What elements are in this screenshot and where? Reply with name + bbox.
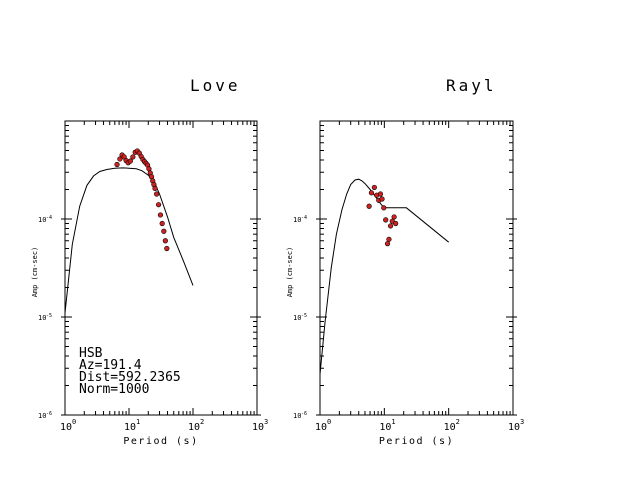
x-tick-label: 10 xyxy=(60,422,72,433)
data-point xyxy=(371,184,377,191)
y-tick-exponent: -5 xyxy=(46,313,52,319)
distance: Dist=592.2365 xyxy=(79,370,181,385)
y-tick-exponent: -6 xyxy=(46,411,52,417)
data-point xyxy=(162,238,168,244)
data-point xyxy=(391,214,397,220)
station-info: HSB Az=191.4 Dist=592.2365 Norm=1000 xyxy=(79,346,181,397)
data-point xyxy=(386,236,392,242)
data-point xyxy=(383,217,389,223)
x-tick-exponent: 0 xyxy=(72,418,76,426)
y-tick-label: 10 xyxy=(38,412,46,420)
data-point xyxy=(379,196,385,202)
data-point xyxy=(114,161,120,168)
x-tick-exponent: 0 xyxy=(327,418,331,426)
data-point xyxy=(393,220,399,227)
y-tick-label: 10 xyxy=(38,314,46,322)
y-axis-label: Amp (cm-sec) xyxy=(286,247,294,298)
model-curve xyxy=(64,167,194,313)
data-point xyxy=(164,245,170,252)
x-axis-label: Period (s) xyxy=(379,436,454,447)
data-point xyxy=(366,203,372,209)
data-point xyxy=(387,223,394,229)
x-tick-exponent: 3 xyxy=(264,418,268,426)
data-point xyxy=(127,158,133,164)
model-curve xyxy=(319,178,450,375)
y-tick-label: 10 xyxy=(38,216,46,224)
x-tick-label: 10 xyxy=(444,422,456,433)
normalization: Norm=1000 xyxy=(79,382,150,397)
love-title: Love xyxy=(190,76,241,95)
x-tick-label: 10 xyxy=(508,422,520,433)
data-point xyxy=(381,205,387,211)
y-tick-exponent: -4 xyxy=(301,215,307,221)
y-tick-label: 10 xyxy=(293,314,301,322)
y-axis-label: Amp (cm-sec) xyxy=(31,247,39,298)
data-point xyxy=(157,212,164,218)
x-tick-exponent: 1 xyxy=(391,418,395,426)
y-tick-exponent: -4 xyxy=(46,215,52,221)
x-tick-exponent: 2 xyxy=(456,418,460,426)
data-point xyxy=(130,154,136,160)
x-axis-label: Period (s) xyxy=(123,436,198,447)
data-point xyxy=(117,156,123,162)
y-tick-label: 10 xyxy=(293,216,301,224)
data-point xyxy=(161,228,167,234)
station-name: HSB xyxy=(79,346,103,361)
data-point xyxy=(152,185,158,192)
x-tick-exponent: 3 xyxy=(520,418,524,426)
data-point xyxy=(368,190,375,196)
y-tick-exponent: -6 xyxy=(301,411,307,417)
y-tick-exponent: -5 xyxy=(301,313,307,319)
plot-frame xyxy=(319,120,514,416)
plot-frame xyxy=(64,120,258,416)
data-point xyxy=(159,220,165,227)
data-point xyxy=(154,191,160,197)
x-tick-label: 10 xyxy=(252,422,264,433)
y-tick-label: 10 xyxy=(293,412,301,420)
x-tick-label: 10 xyxy=(315,422,327,433)
x-tick-label: 10 xyxy=(379,422,391,433)
rayl-title: Rayl xyxy=(446,76,497,95)
data-point xyxy=(377,191,384,197)
x-tick-exponent: 1 xyxy=(136,418,140,426)
data-point xyxy=(155,202,162,208)
azimuth: Az=191.4 xyxy=(79,358,142,373)
x-tick-label: 10 xyxy=(188,422,200,433)
x-tick-exponent: 2 xyxy=(200,418,204,426)
data-point xyxy=(384,241,391,247)
x-tick-label: 10 xyxy=(124,422,136,433)
